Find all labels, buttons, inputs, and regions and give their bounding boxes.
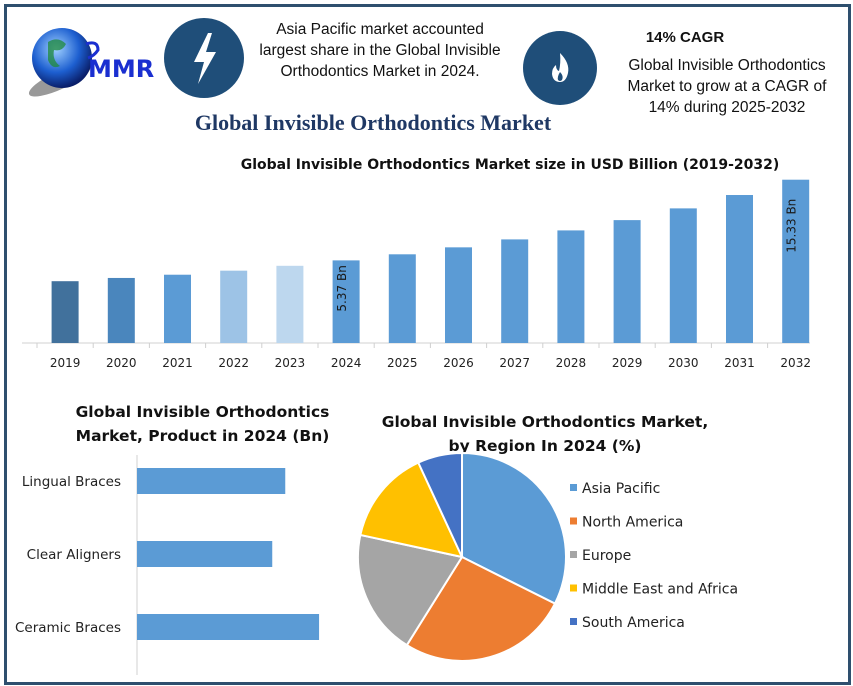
globe-icon bbox=[32, 28, 92, 88]
bar-2022 bbox=[220, 270, 248, 343]
market-size-chart: 2019 2020 2021 2022 2023 2024 5.37 Bn 2025 2026 2… bbox=[22, 179, 811, 370]
fact-cagr: Global Invisible Orthodontics Market to … bbox=[627, 57, 827, 116]
legend-label: North America bbox=[582, 515, 683, 531]
bar-Lingual Braces bbox=[137, 468, 286, 494]
x-tick-label: 2028 bbox=[556, 356, 587, 370]
legend-swatch bbox=[570, 618, 577, 625]
slice-europe bbox=[357, 533, 464, 647]
legend-label: Middle East and Africa bbox=[582, 582, 738, 598]
category-label: Lingual Braces bbox=[22, 474, 121, 490]
region-chart-title: Global Invisible Orthodontics Market, by… bbox=[381, 413, 709, 455]
x-tick-label: 2021 bbox=[162, 356, 193, 370]
x-tick-label: 2029 bbox=[612, 356, 643, 370]
x-tick-label: 2026 bbox=[443, 356, 474, 370]
legend-swatch bbox=[570, 551, 577, 558]
bar-2027 bbox=[501, 239, 529, 343]
main-title: Global Invisible Orthodontics Market bbox=[194, 110, 552, 135]
bar-2031 bbox=[726, 195, 753, 343]
bar-2028 bbox=[557, 230, 585, 343]
x-tick-label: 2027 bbox=[499, 356, 530, 370]
cagr-title: 14% CAGR bbox=[645, 29, 725, 46]
legend-label: Asia Pacific bbox=[582, 481, 660, 497]
bar-2032 bbox=[782, 179, 810, 343]
legend-label: South America bbox=[582, 615, 685, 631]
market-size-chart-title: Global Invisible Orthodontics Market siz… bbox=[240, 157, 780, 173]
bar-Ceramic Braces bbox=[137, 614, 320, 640]
lightning-icon bbox=[164, 18, 244, 98]
category-label: Clear Aligners bbox=[27, 547, 121, 563]
category-label: Ceramic Braces bbox=[15, 620, 121, 636]
slice-north-america bbox=[405, 555, 557, 662]
legend-label: Europe bbox=[582, 548, 631, 564]
x-tick-label: 2025 bbox=[387, 356, 418, 370]
bar-2026 bbox=[445, 247, 472, 343]
x-tick-label: 2024 bbox=[331, 356, 362, 370]
region-chart: Asia Pacific North America Europe Middle Ea… bbox=[357, 451, 738, 662]
bar-2029 bbox=[613, 220, 641, 343]
data-label-2032: 15.33 Bn bbox=[785, 199, 799, 253]
bar-2021 bbox=[164, 274, 191, 343]
bar-Clear Aligners bbox=[137, 541, 273, 567]
data-label-2024: 5.37 Bn bbox=[335, 265, 349, 311]
frame-border bbox=[4, 4, 851, 685]
x-tick-label: 2019 bbox=[50, 356, 81, 370]
x-tick-label: 2023 bbox=[275, 356, 306, 370]
bar-2019 bbox=[51, 281, 79, 343]
fact-asia-pacific: Asia Pacific market accounted largest sh… bbox=[259, 21, 501, 80]
legend-swatch bbox=[570, 517, 577, 525]
slice-asia-pacific bbox=[461, 451, 567, 605]
product-chart-title: Global Invisible Orthodontics Market, Pr… bbox=[75, 403, 330, 445]
legend-swatch bbox=[570, 584, 577, 592]
x-tick-label: 2020 bbox=[106, 356, 137, 370]
legend-swatch bbox=[570, 484, 577, 491]
bar-2030 bbox=[669, 208, 697, 343]
slice-middle-east-and-africa bbox=[359, 461, 464, 559]
slice-south-america bbox=[416, 451, 463, 558]
svg-text:MMR: MMR bbox=[88, 55, 154, 83]
flame-icon bbox=[523, 31, 597, 105]
x-tick-label: 2031 bbox=[724, 356, 755, 370]
bar-2025 bbox=[388, 254, 416, 343]
bar-2024 bbox=[332, 260, 360, 343]
x-tick-label: 2022 bbox=[218, 356, 249, 370]
x-tick-label: 2032 bbox=[780, 356, 811, 370]
bar-2023 bbox=[276, 265, 304, 343]
bar-2020 bbox=[107, 277, 135, 343]
product-chart: Lingual Braces Clear Aligners Ceramic Brac… bbox=[15, 455, 320, 675]
x-tick-label: 2030 bbox=[668, 356, 699, 370]
mmr-logo: MMR bbox=[28, 28, 154, 97]
